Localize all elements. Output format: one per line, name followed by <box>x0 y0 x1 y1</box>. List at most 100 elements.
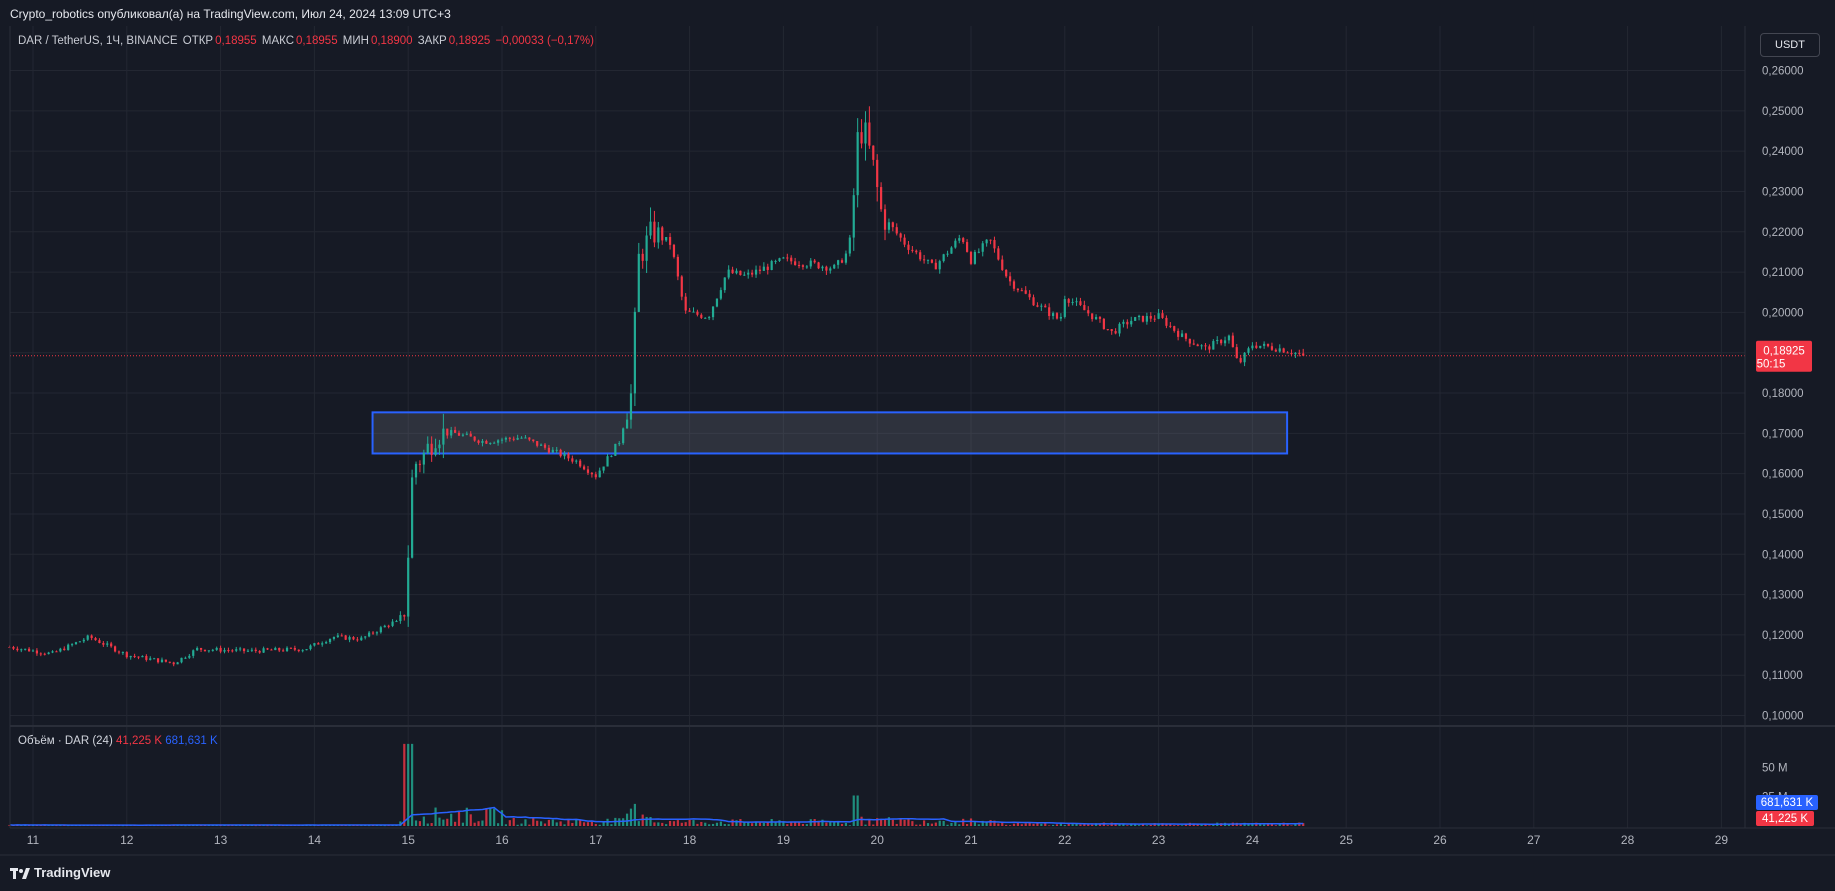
volume-bar <box>852 795 855 826</box>
candle-body <box>12 647 15 649</box>
candle-body <box>520 437 523 439</box>
volume-bar <box>602 821 605 826</box>
volume-bar <box>1145 825 1148 826</box>
volume-bar <box>817 820 820 826</box>
candle-body <box>160 659 164 663</box>
candle-body <box>1184 333 1188 339</box>
candle-body <box>1106 329 1109 331</box>
volume-tag[interactable] <box>1756 811 1814 826</box>
volume-bar <box>1008 825 1012 826</box>
candle-body <box>172 662 175 665</box>
candle-body <box>301 650 304 652</box>
volume-bar <box>1251 823 1254 826</box>
volume-bar <box>1126 825 1129 826</box>
candle-body <box>266 648 269 650</box>
volume-bar <box>414 820 418 826</box>
last-price-tag[interactable] <box>1756 340 1812 372</box>
symbol-name[interactable]: DAR / TetherUS, 1Ч, BINANCE <box>18 35 178 47</box>
volume-bar <box>1122 823 1125 826</box>
volume-bar <box>1032 823 1035 826</box>
candle-body <box>39 653 42 655</box>
candle-body <box>895 227 898 234</box>
volume-bar <box>688 820 691 826</box>
candle-body <box>618 443 621 445</box>
y-tick-label: 0,10000 <box>1762 711 1804 723</box>
candle-body <box>1091 313 1094 320</box>
candle-body <box>250 649 253 651</box>
volume-bar <box>520 823 523 826</box>
volume-bar <box>969 818 973 826</box>
volume-ma-tag[interactable] <box>1756 795 1818 810</box>
candle-body <box>692 311 695 313</box>
volume-bar <box>1071 824 1074 826</box>
volume-bar <box>649 817 652 826</box>
volume-bar <box>532 818 535 826</box>
candle-body <box>180 657 183 663</box>
candle-body <box>188 655 191 658</box>
volume-bar <box>536 820 539 826</box>
candle-body <box>27 648 31 652</box>
candle-body <box>305 649 308 651</box>
volume-bar <box>903 819 906 826</box>
candle-body <box>969 251 973 264</box>
volume-label[interactable]: Объём · DAR (24) <box>18 735 113 747</box>
volume-bar <box>493 808 496 826</box>
volume-bar <box>555 822 558 826</box>
candle-body <box>571 458 574 462</box>
candle-body <box>778 258 781 261</box>
volume-bar <box>1270 824 1274 826</box>
candle-body <box>1173 326 1176 331</box>
candle-body <box>1298 352 1301 354</box>
candle-body <box>567 453 570 459</box>
candle-body <box>379 627 382 633</box>
volume-bar <box>1083 824 1086 826</box>
candle-body <box>1063 299 1066 317</box>
candle-body <box>113 646 117 652</box>
candle-body <box>477 440 480 443</box>
volume-bar <box>985 821 988 826</box>
volume-bar <box>911 821 914 826</box>
volume-bar <box>661 822 664 826</box>
low-value: 0,18900 <box>370 35 413 47</box>
candle-body <box>1071 302 1074 304</box>
candle-body <box>672 244 676 257</box>
candle-body <box>524 437 527 439</box>
candle-body <box>1048 307 1051 316</box>
candle-body <box>485 440 488 444</box>
volume-bar <box>579 820 582 826</box>
volume-bar <box>762 822 765 826</box>
volume-bar <box>977 824 980 826</box>
candle-body <box>371 632 375 634</box>
volume-bar <box>575 818 578 826</box>
candle-body <box>602 466 605 471</box>
tradingview-logo[interactable]: TradingView <box>10 865 110 880</box>
volume-bar <box>1212 824 1215 826</box>
volume-bar <box>700 821 703 826</box>
volume-bar <box>774 821 777 826</box>
candle-body <box>958 238 961 241</box>
candle-body <box>536 441 539 446</box>
candle-body <box>840 260 844 263</box>
candle-body <box>1231 335 1234 348</box>
candle-body <box>872 145 875 160</box>
candle-body <box>352 637 355 640</box>
volume-bar <box>876 818 879 826</box>
volume-bar <box>727 824 730 826</box>
currency-button[interactable]: USDT <box>1760 33 1820 57</box>
candle-body <box>328 638 332 643</box>
candle-body <box>582 466 586 470</box>
candle-body <box>1239 358 1242 363</box>
candle-body <box>297 649 300 652</box>
volume-bar <box>993 820 996 826</box>
volume-bar <box>665 824 668 826</box>
volume-bar <box>508 820 511 826</box>
candle-body <box>1024 290 1027 294</box>
candle-body <box>985 239 988 244</box>
support-zone-rectangle[interactable] <box>371 411 1289 455</box>
volume-bar <box>1028 822 1031 826</box>
volume-bar <box>1063 824 1066 826</box>
candle-body <box>794 261 797 265</box>
candle-body <box>856 132 859 196</box>
volume-bar <box>809 819 812 826</box>
